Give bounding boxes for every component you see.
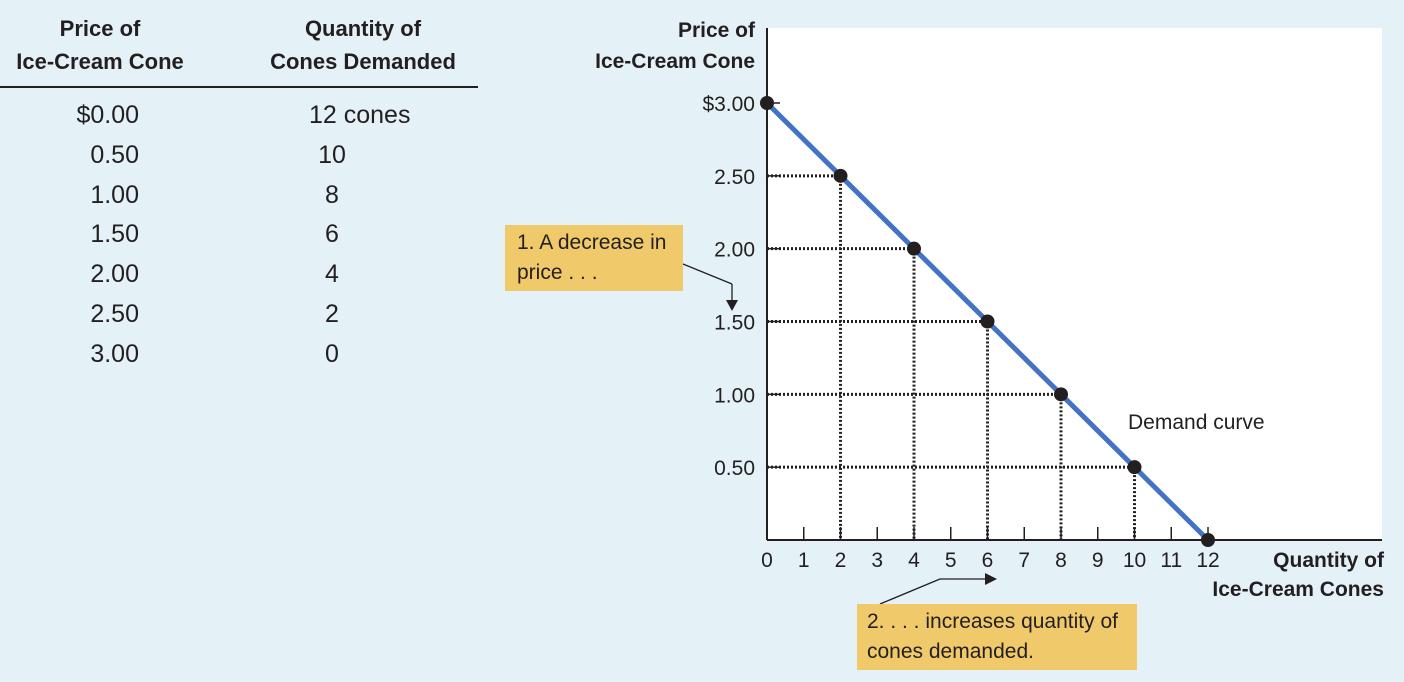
table-quantity-cell: 0	[325, 339, 339, 368]
y-tick-label: $3.00	[702, 93, 755, 116]
x-tick-label: 6	[982, 549, 994, 572]
table-header-rule	[0, 86, 478, 88]
quantity-header-line-2: Cones Demanded	[270, 49, 456, 74]
data-point	[980, 314, 995, 329]
price-callout-leader	[682, 263, 733, 285]
x-tick-label: 2	[835, 549, 847, 572]
table-quantity-cell: 12 cones	[309, 101, 411, 129]
y-axis-title-line-2: Ice-Cream Cone	[595, 50, 755, 73]
x-tick-label: 4	[908, 549, 920, 572]
price-decrease-callout: 1. A decrease in price . . .	[505, 225, 683, 291]
y-tick-label: 2.00	[714, 239, 755, 262]
x-axis-title-line-2: Ice-Cream Cones	[1212, 578, 1384, 601]
price-decrease-line-1: 1. A decrease in	[517, 231, 667, 254]
y-tick-label: 2.50	[714, 166, 755, 189]
x-tick-label: 12	[1196, 549, 1219, 572]
x-tick-label: 3	[871, 549, 883, 572]
quantity-increase-line-1: 2. . . . increases quantity of	[867, 610, 1118, 633]
x-tick-label: 8	[1055, 549, 1067, 572]
y-axis-title-line-1: Price of	[678, 19, 756, 42]
price-down-arrowhead	[726, 300, 738, 311]
quantity-right-arrowhead	[985, 573, 997, 585]
data-point	[760, 96, 774, 110]
x-tick-label: 7	[1018, 549, 1030, 572]
table-price-cell: 1.00	[90, 180, 139, 209]
data-point	[833, 168, 848, 183]
data-point	[1054, 387, 1068, 402]
table-quantity-cell: 6	[325, 220, 339, 249]
table-quantity-cell: 2	[325, 300, 339, 328]
quantity-increase-line-2: cones demanded.	[867, 640, 1034, 663]
quantity-callout-leader	[879, 578, 941, 605]
table-price-cell: 3.00	[90, 339, 139, 368]
y-tick-label: 1.00	[714, 384, 755, 407]
quantity-header-line-1: Quantity of	[304, 16, 422, 41]
table-price-cell: 2.00	[90, 260, 139, 289]
table-price-cell: $0.00	[76, 101, 139, 129]
x-tick-label: 10	[1123, 549, 1146, 572]
plot-area	[767, 28, 1382, 540]
x-tick-label: 9	[1092, 549, 1104, 572]
table-price-cell: 2.50	[90, 300, 139, 328]
data-point	[1127, 460, 1142, 475]
x-axis-title-line-1: Quantity of	[1273, 549, 1385, 572]
table-price-cell: 0.50	[90, 140, 139, 169]
x-tick-label: 11	[1160, 549, 1182, 572]
table-quantity-cell: 8	[325, 180, 339, 209]
data-point	[907, 241, 921, 256]
y-tick-label: 1.50	[714, 312, 755, 335]
table-quantity-cell: 4	[325, 260, 339, 289]
price-header-line-1: Price of	[59, 16, 141, 41]
price-header-line-2: Ice-Cream Cone	[16, 49, 184, 74]
x-tick-label: 0	[761, 549, 773, 572]
quantity-increase-callout: 2. . . . increases quantity of cones dem…	[857, 604, 1137, 670]
y-tick-label: 0.50	[714, 457, 755, 480]
x-tick-label: 5	[945, 549, 957, 572]
demand-curve-label: Demand curve	[1128, 411, 1265, 434]
data-point	[1201, 533, 1215, 547]
x-tick-label: 1	[798, 549, 810, 572]
price-column-header: Price of Ice-Cream Cone	[0, 12, 200, 78]
price-decrease-line-2: price . . .	[517, 261, 598, 284]
table-quantity-cell: 10	[318, 140, 346, 169]
quantity-column-header: Quantity of Cones Demanded	[253, 12, 473, 78]
table-price-cell: 1.50	[90, 220, 139, 249]
